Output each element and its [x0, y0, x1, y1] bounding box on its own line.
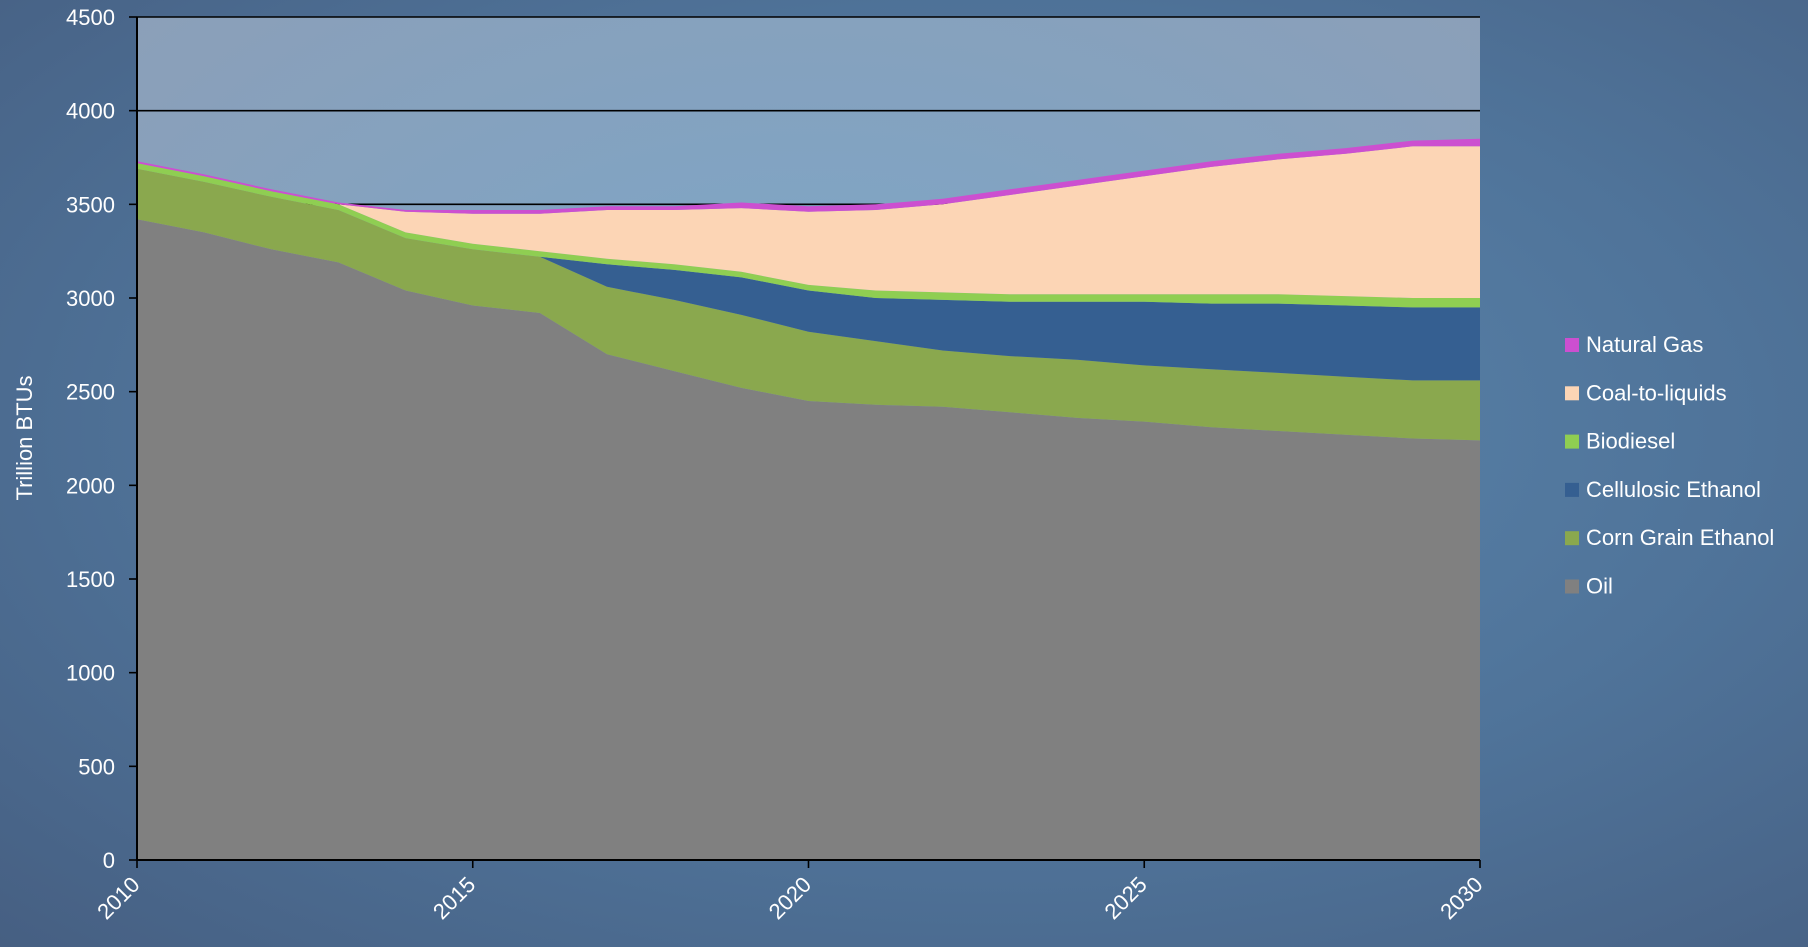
- y-tick-label-500: 500: [78, 754, 115, 779]
- y-tick-label-3500: 3500: [66, 192, 115, 217]
- x-tick-label-2010: 2010: [92, 872, 144, 924]
- legend-swatch-biodiesel: [1565, 434, 1579, 449]
- y-tick-label-1000: 1000: [66, 661, 115, 686]
- y-tick-label-3000: 3000: [66, 286, 115, 311]
- y-axis-ticks: 0 500 1000 1500 2000 2500 3000 3500 4000 4500: [66, 5, 137, 873]
- y-axis-label: Trillion BTUs: [12, 375, 37, 500]
- x-tick-label-2025: 2025: [1099, 872, 1151, 924]
- legend-label-natural-gas: Natural Gas: [1586, 332, 1703, 357]
- y-tick-label-4500: 4500: [66, 5, 115, 30]
- legend-label-cellulosic-ethanol: Cellulosic Ethanol: [1586, 477, 1761, 502]
- y-tick-label-4000: 4000: [66, 99, 115, 124]
- legend-label-oil: Oil: [1586, 574, 1613, 599]
- area-cellulosic-ethanol: [137, 168, 1480, 381]
- legend-swatch-oil: [1565, 579, 1579, 594]
- y-tick-label-2000: 2000: [66, 473, 115, 498]
- area-biodiesel: [137, 163, 1480, 308]
- x-tick-label-2015: 2015: [428, 872, 480, 924]
- legend-label-corn-grain-ethanol: Corn Grain Ethanol: [1586, 525, 1774, 550]
- legend-label-biodiesel: Biodiesel: [1586, 429, 1675, 454]
- legend-label-coal-to-liquids: Coal-to-liquids: [1586, 380, 1727, 405]
- x-tick-label-2020: 2020: [764, 872, 816, 924]
- legend-swatch-cellulosic-ethanol: [1565, 482, 1579, 497]
- x-tick-label-2030: 2030: [1435, 872, 1487, 924]
- legend-swatch-natural-gas: [1565, 338, 1579, 352]
- area-coal-to-liquids: [137, 146, 1480, 298]
- y-tick-label-1500: 1500: [66, 567, 115, 592]
- area-corn-grain-ethanol: [137, 168, 1480, 441]
- legend-swatch-coal-to-liquids: [1565, 386, 1579, 401]
- area-oil: [137, 219, 1480, 861]
- y-tick-label-2500: 2500: [66, 380, 115, 405]
- legend-swatch-corn-grain-ethanol: [1565, 531, 1579, 546]
- area-series: [137, 138, 1480, 861]
- x-axis-ticks: 2010 2015 2020 2025 2030: [92, 860, 1488, 924]
- y-tick-label-0: 0: [103, 848, 115, 873]
- legend: Natural Gas Coal-to-liquids Biodiesel Cellu…: [1565, 332, 1774, 599]
